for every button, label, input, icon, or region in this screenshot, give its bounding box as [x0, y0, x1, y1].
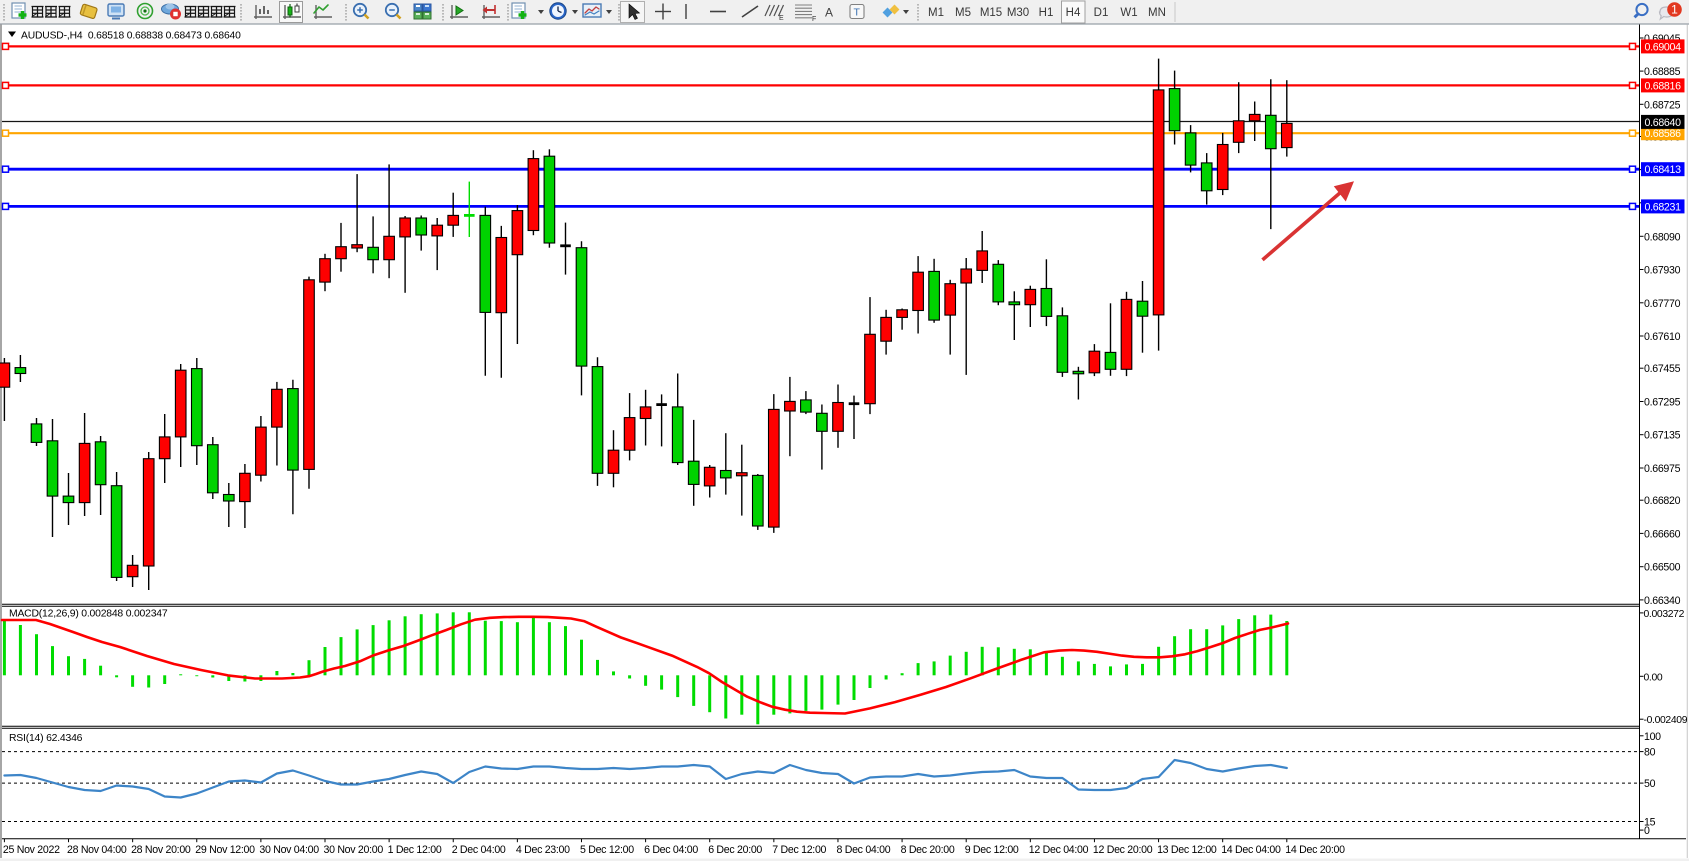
svg-text:-0.002409: -0.002409: [1644, 715, 1688, 726]
svg-text:13 Dec 12:00: 13 Dec 12:00: [1157, 844, 1217, 856]
svg-text:AUDUSD-,H4 0.68518 0.68838 0.: AUDUSD-,H4 0.68518 0.68838 0.68473 0.686…: [21, 31, 241, 42]
svg-text:0.67455: 0.67455: [1644, 363, 1681, 375]
svg-text:30 Nov 20:00: 30 Nov 20:00: [324, 844, 384, 856]
svg-text:28 Nov 20:00: 28 Nov 20:00: [131, 844, 191, 856]
svg-text:MACD(12,26,9) 0.002848 0.00234: MACD(12,26,9) 0.002848 0.002347: [9, 609, 168, 620]
svg-text:4 Dec 23:00: 4 Dec 23:00: [516, 844, 570, 856]
svg-text:0.67295: 0.67295: [1644, 397, 1681, 409]
svg-text:15: 15: [1644, 817, 1656, 829]
svg-text:100: 100: [1644, 731, 1661, 743]
svg-text:0.003272: 0.003272: [1644, 609, 1685, 620]
svg-text:8 Dec 04:00: 8 Dec 04:00: [837, 844, 891, 856]
svg-text:M5: M5: [955, 7, 971, 19]
svg-text:2 Dec 04:00: 2 Dec 04:00: [452, 844, 506, 856]
svg-text:30 Nov 04:00: 30 Nov 04:00: [259, 844, 319, 856]
svg-text:14 Dec 04:00: 14 Dec 04:00: [1221, 844, 1281, 856]
svg-text:28 Nov 04:00: 28 Nov 04:00: [67, 844, 127, 856]
svg-text:0.66820: 0.66820: [1644, 495, 1681, 507]
svg-text:D1: D1: [1094, 7, 1109, 19]
svg-text:29 Nov 12:00: 29 Nov 12:00: [195, 844, 255, 856]
svg-text:H4: H4: [1066, 7, 1081, 19]
svg-text:0.66660: 0.66660: [1644, 528, 1681, 540]
svg-text:12 Dec 04:00: 12 Dec 04:00: [1029, 844, 1089, 856]
svg-text:E: E: [779, 15, 784, 22]
svg-text:0.69004: 0.69004: [1645, 41, 1682, 53]
svg-text:14 Dec 20:00: 14 Dec 20:00: [1285, 844, 1345, 856]
svg-text:0.67135: 0.67135: [1644, 430, 1681, 442]
svg-text:0.66340: 0.66340: [1644, 595, 1681, 607]
svg-text:MN: MN: [1148, 7, 1166, 19]
svg-text:5 Dec 12:00: 5 Dec 12:00: [580, 844, 634, 856]
svg-text:12 Dec 20:00: 12 Dec 20:00: [1093, 844, 1153, 856]
svg-text:25 Nov 2022: 25 Nov 2022: [3, 844, 60, 856]
svg-text:0.68816: 0.68816: [1645, 80, 1682, 92]
svg-text:0.68640: 0.68640: [1645, 117, 1682, 129]
svg-text:1: 1: [1671, 3, 1678, 17]
svg-text:0.68413: 0.68413: [1645, 164, 1682, 176]
svg-text:8 Dec 20:00: 8 Dec 20:00: [901, 844, 955, 856]
svg-text:0.66975: 0.66975: [1644, 463, 1681, 475]
svg-text:F: F: [812, 16, 816, 23]
svg-text:6 Dec 20:00: 6 Dec 20:00: [708, 844, 762, 856]
svg-text:0.68586: 0.68586: [1645, 128, 1682, 140]
svg-text:0.67770: 0.67770: [1644, 298, 1681, 310]
svg-text:0.68231: 0.68231: [1645, 201, 1682, 213]
svg-text:M30: M30: [1007, 7, 1029, 19]
svg-text:0.66500: 0.66500: [1644, 562, 1681, 574]
svg-text:1 Dec 12:00: 1 Dec 12:00: [388, 844, 442, 856]
svg-text:7 Dec 12:00: 7 Dec 12:00: [772, 844, 826, 856]
svg-text:0.67930: 0.67930: [1644, 265, 1681, 277]
svg-text:W1: W1: [1120, 7, 1137, 19]
svg-text:9 Dec 12:00: 9 Dec 12:00: [965, 844, 1019, 856]
svg-text:6 Dec 04:00: 6 Dec 04:00: [644, 844, 698, 856]
svg-text:0.00: 0.00: [1644, 672, 1663, 683]
svg-text:RSI(14) 62.4346: RSI(14) 62.4346: [9, 733, 83, 744]
svg-text:A: A: [825, 6, 833, 20]
svg-text:50: 50: [1644, 778, 1656, 790]
svg-text:T: T: [854, 7, 861, 19]
svg-text:H1: H1: [1039, 7, 1054, 19]
svg-text:0.67610: 0.67610: [1644, 331, 1681, 343]
svg-text:0.68090: 0.68090: [1644, 231, 1681, 243]
svg-text:80: 80: [1644, 747, 1656, 759]
svg-text:M15: M15: [980, 7, 1002, 19]
svg-text:0.68725: 0.68725: [1644, 99, 1681, 111]
svg-text:0.68885: 0.68885: [1644, 66, 1681, 78]
svg-text:0: 0: [1644, 825, 1650, 837]
svg-text:M1: M1: [928, 7, 944, 19]
